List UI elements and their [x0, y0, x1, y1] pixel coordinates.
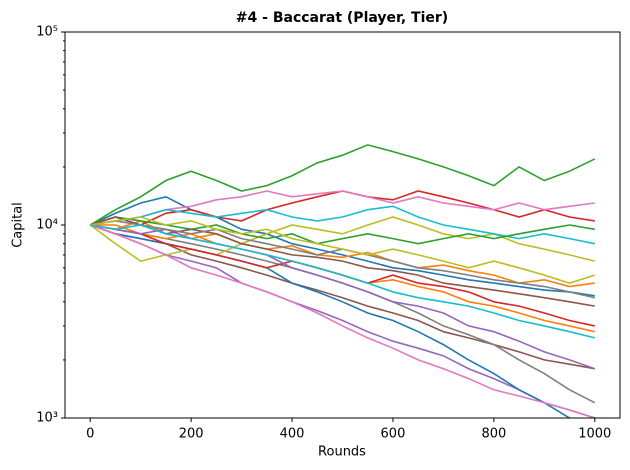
x-tick-label: 200	[179, 427, 204, 442]
series-line	[89, 195, 595, 297]
series-line	[90, 205, 595, 245]
x-tick-label: 800	[481, 427, 506, 442]
series-line	[90, 224, 595, 339]
y-axis-label: Capital	[11, 202, 26, 248]
series-line	[89, 216, 595, 245]
series-line	[90, 190, 595, 226]
y-tick-label: 10⁴	[36, 218, 58, 233]
series-line	[89, 216, 595, 307]
plot-lines	[89, 144, 596, 418]
y-tick-label: 10⁵	[36, 25, 58, 40]
chart-title: #4 - Baccarat (Player, Tier)	[236, 10, 448, 26]
series-line	[90, 216, 596, 284]
series-line	[89, 144, 596, 226]
x-tick-label: 1000	[578, 427, 611, 442]
x-tick-label: 0	[86, 427, 94, 442]
x-axis-label: Rounds	[318, 445, 366, 460]
x-tick-label: 600	[381, 427, 406, 442]
x-tick-label: 400	[280, 427, 305, 442]
series-line	[89, 224, 595, 370]
series-line	[89, 216, 595, 262]
series-line	[89, 224, 596, 418]
series-line	[89, 224, 596, 418]
y-tick-label: 10³	[36, 411, 58, 426]
